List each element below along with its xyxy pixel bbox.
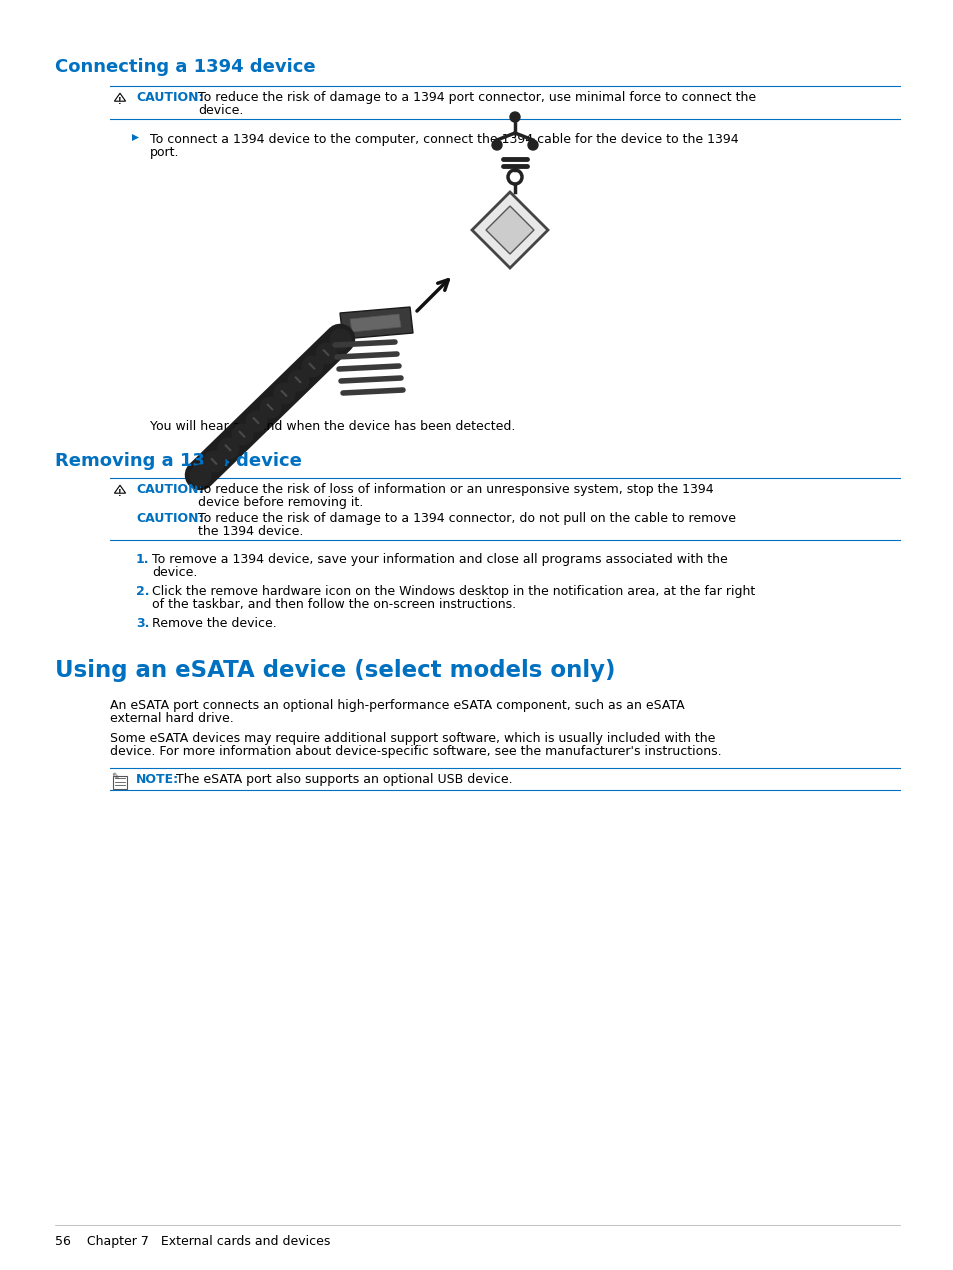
Text: of the taskbar, and then follow the on-screen instructions.: of the taskbar, and then follow the on-s…	[152, 598, 516, 611]
Text: !: !	[118, 98, 122, 107]
Text: Remove the device.: Remove the device.	[152, 617, 276, 630]
Text: Connecting a 1394 device: Connecting a 1394 device	[55, 58, 315, 76]
Polygon shape	[472, 192, 547, 268]
Circle shape	[527, 140, 537, 150]
Polygon shape	[485, 206, 534, 254]
Text: port.: port.	[150, 146, 179, 159]
Text: device.: device.	[198, 104, 243, 117]
Text: Some eSATA devices may require additional support software, which is usually inc: Some eSATA devices may require additiona…	[110, 732, 715, 745]
Text: Click the remove hardware icon on the Windows desktop in the notification area, : Click the remove hardware icon on the Wi…	[152, 585, 755, 598]
Circle shape	[510, 112, 519, 122]
Text: To remove a 1394 device, save your information and close all programs associated: To remove a 1394 device, save your infor…	[152, 552, 727, 566]
Text: the 1394 device.: the 1394 device.	[198, 525, 303, 538]
Text: CAUTION:: CAUTION:	[136, 91, 203, 104]
Text: device before removing it.: device before removing it.	[198, 497, 363, 509]
Text: To reduce the risk of damage to a 1394 connector, do not pull on the cable to re: To reduce the risk of damage to a 1394 c…	[198, 512, 735, 525]
Text: CAUTION:: CAUTION:	[136, 483, 203, 497]
Polygon shape	[350, 314, 400, 331]
Text: device.: device.	[152, 566, 197, 579]
Text: 3.: 3.	[136, 617, 150, 630]
Text: 1.: 1.	[136, 552, 150, 566]
Text: external hard drive.: external hard drive.	[110, 712, 233, 725]
Text: Removing a 1394 device: Removing a 1394 device	[55, 452, 301, 470]
Text: 56    Chapter 7   External cards and devices: 56 Chapter 7 External cards and devices	[55, 1234, 330, 1248]
Text: To reduce the risk of damage to a 1394 port connector, use minimal force to conn: To reduce the risk of damage to a 1394 p…	[198, 91, 756, 104]
Text: 2.: 2.	[136, 585, 150, 598]
Text: !: !	[118, 489, 122, 498]
Text: CAUTION:: CAUTION:	[136, 512, 203, 525]
Text: NOTE:: NOTE:	[136, 773, 179, 786]
Text: To connect a 1394 device to the computer, connect the 1394 cable for the device : To connect a 1394 device to the computer…	[150, 133, 738, 146]
Text: The eSATA port also supports an optional USB device.: The eSATA port also supports an optional…	[175, 773, 512, 786]
FancyBboxPatch shape	[112, 776, 127, 789]
Text: An eSATA port connects an optional high-performance eSATA component, such as an : An eSATA port connects an optional high-…	[110, 698, 684, 712]
Polygon shape	[339, 307, 413, 339]
Text: ✎: ✎	[111, 772, 119, 782]
Text: You will hear a sound when the device has been detected.: You will hear a sound when the device ha…	[150, 420, 515, 433]
Text: Using an eSATA device (select models only): Using an eSATA device (select models onl…	[55, 659, 615, 682]
Circle shape	[492, 140, 501, 150]
Polygon shape	[132, 135, 139, 141]
Text: device. For more information about device-specific software, see the manufacture: device. For more information about devic…	[110, 745, 720, 758]
Text: To reduce the risk of loss of information or an unresponsive system, stop the 13: To reduce the risk of loss of informatio…	[198, 483, 713, 497]
